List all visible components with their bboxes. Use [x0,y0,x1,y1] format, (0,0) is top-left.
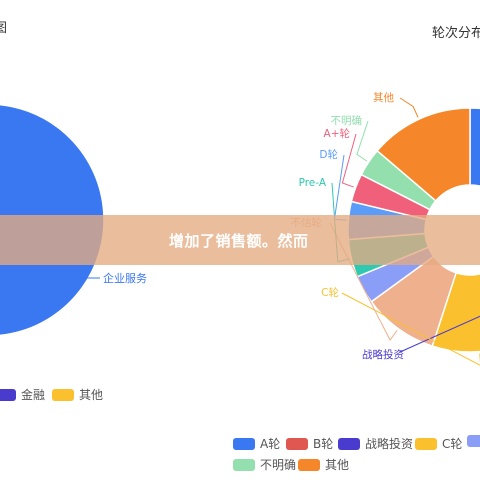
legend-label: 不明确 [260,458,297,472]
slice-label-10: 其他 [373,91,394,104]
legend-item-unclear[interactable]: 不明确 [233,456,296,473]
legend-item-finance[interactable]: 金融 [0,386,45,403]
legend-item-c-round[interactable]: C轮 [415,435,462,452]
legend-swatch [233,458,255,471]
slice-label-2: 战略投资 [362,348,404,361]
legend-label: 其他 [325,458,350,472]
legend-swatch [52,388,74,401]
label-leader-line [69,269,100,279]
left-chart-title: 图 [0,21,8,36]
legend-swatch [338,437,360,450]
legend-label: A轮 [260,437,281,451]
legend-item-strategic[interactable]: 战略投资 [338,435,413,452]
slice-label-7: D轮 [319,148,338,161]
label-leader-line [356,120,369,162]
legend-item-clipped[interactable] [467,435,480,447]
label-leader-line [333,154,347,221]
legend-label: B轮 [313,437,334,451]
overlay-banner [0,215,480,265]
legend-item-other[interactable]: 其他 [52,386,103,403]
legend-swatch [298,458,320,471]
pie-slice-10[interactable] [376,107,471,202]
label-leader-line [399,315,480,353]
label-leader-line [341,292,480,366]
overlay-banner-text: 增加了销售额。然而 [169,232,309,250]
label-leader-line [341,133,357,188]
slice-label-6: Pre-A [299,177,327,189]
legend-label: C轮 [442,437,463,451]
legend-item-other-round[interactable]: 其他 [298,456,349,473]
slice-label-8: A+轮 [324,127,351,140]
legend-swatch [233,437,255,450]
legend-swatch [415,437,437,450]
legend-item-a-round[interactable]: A轮 [233,435,280,452]
legend-swatch [286,437,308,450]
legend-label: 战略投资 [365,437,414,451]
slice-label-3: C轮 [321,286,339,299]
slice-label: 企业服务 [103,271,147,285]
legend-swatch [0,388,16,401]
right-chart-title: 轮次分布 [432,26,480,41]
legend-label: 金融 [21,388,46,402]
pie-slice-0[interactable] [469,107,480,194]
label-leader-line [399,97,419,118]
legend-item-b-round[interactable]: B轮 [286,435,333,452]
legend-swatch [467,435,480,447]
legend-label: 其他 [79,388,104,402]
slice-label-9: 不明确 [331,114,363,127]
